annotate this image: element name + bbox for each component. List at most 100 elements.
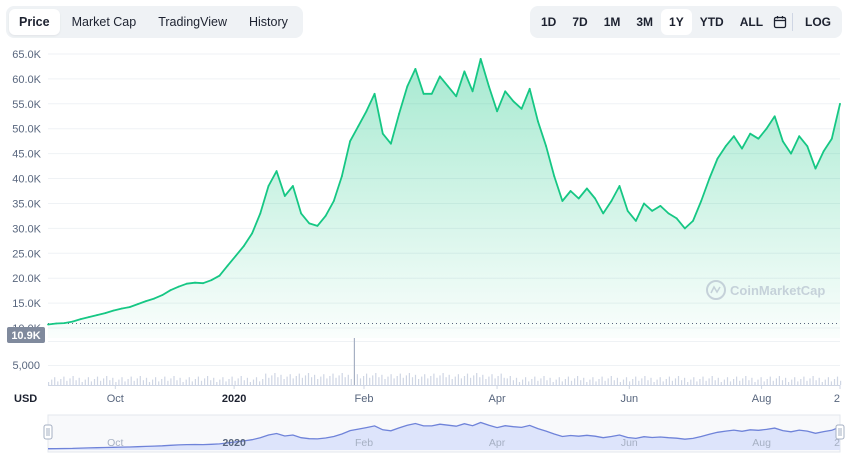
volume-bar xyxy=(191,381,193,385)
volume-bar xyxy=(473,375,475,385)
y-tick-label: 50.0K xyxy=(12,124,41,136)
volume-bar xyxy=(170,378,172,385)
volume-bar xyxy=(656,379,658,385)
tab-price[interactable]: Price xyxy=(9,9,60,35)
volume-bar xyxy=(705,380,707,385)
volume-bar xyxy=(197,376,199,385)
volume-bar xyxy=(396,376,398,385)
navigator-left-handle[interactable] xyxy=(43,424,53,440)
tab-tradingview[interactable]: TradingView xyxy=(158,15,227,29)
volume-bar xyxy=(515,377,518,385)
volume-bar xyxy=(604,380,606,385)
volume-bar xyxy=(736,376,738,385)
volume-bar xyxy=(164,376,166,385)
price-point xyxy=(504,90,507,93)
range-ytd-button[interactable]: YTD xyxy=(699,15,724,29)
volume-bar xyxy=(366,373,368,385)
price-point xyxy=(798,135,801,138)
volume-bar xyxy=(485,379,487,385)
volume-bar xyxy=(292,378,294,385)
price-point xyxy=(528,87,531,90)
volume-bar xyxy=(204,378,206,385)
x-tick-label: Oct xyxy=(107,393,124,405)
price-point xyxy=(773,115,776,118)
range-all-button[interactable]: ALL xyxy=(739,15,764,29)
price-point xyxy=(128,306,131,308)
range-1y-button[interactable]: 1Y xyxy=(661,9,692,35)
price-point xyxy=(553,175,556,178)
volume-bar xyxy=(329,376,331,385)
range-selector: 1D 7D 1M 3M 1Y YTD ALL LOG xyxy=(530,6,842,38)
calendar-icon[interactable] xyxy=(771,9,788,35)
volume-bar xyxy=(414,374,417,385)
volume-bar xyxy=(647,380,649,385)
y-tick-label: 35.0K xyxy=(12,198,41,210)
tab-market-cap[interactable]: Market Cap xyxy=(71,15,137,29)
volume-bar xyxy=(711,376,713,385)
price-point xyxy=(55,322,58,325)
volume-bar xyxy=(460,378,462,385)
range-navigator[interactable]: Oct 2020 Feb Apr Jun Aug 2 xyxy=(43,414,845,453)
price-point xyxy=(275,170,278,173)
price-point xyxy=(463,70,466,73)
volume-bar xyxy=(344,377,346,385)
volume-bar xyxy=(173,376,175,385)
volume-bar xyxy=(222,377,224,385)
price-point xyxy=(439,75,441,78)
price-point xyxy=(341,175,343,178)
navigator-tick-label: 2 xyxy=(834,437,840,449)
price-point xyxy=(153,297,156,300)
range-7d-button[interactable]: 7D xyxy=(572,15,588,29)
price-point xyxy=(104,312,107,314)
volume-bar xyxy=(439,375,441,385)
price-point xyxy=(667,212,670,215)
price-point xyxy=(308,222,311,225)
range-3m-button[interactable]: 3M xyxy=(636,15,654,29)
volume-bar xyxy=(726,377,729,385)
price-point xyxy=(96,314,98,316)
volume-bar xyxy=(607,378,609,385)
range-1d-button[interactable]: 1D xyxy=(541,15,557,29)
volume-bar xyxy=(748,380,750,385)
volume-bar xyxy=(369,377,371,385)
volume-bar xyxy=(785,377,787,385)
volume-bar xyxy=(234,380,236,385)
currency-label: USD xyxy=(14,393,37,405)
volume-bar xyxy=(766,379,768,385)
log-toggle-button[interactable]: LOG xyxy=(805,15,831,29)
volume-bar xyxy=(430,376,432,385)
x-tick-label: 2 xyxy=(834,393,840,405)
price-point xyxy=(381,132,384,135)
volume-bar xyxy=(271,375,273,385)
volume-bar xyxy=(613,380,615,385)
volume-bar xyxy=(757,379,759,385)
volume-bar xyxy=(574,378,576,385)
range-1m-button[interactable]: 1M xyxy=(603,15,621,29)
navigator-right-handle[interactable] xyxy=(835,424,845,440)
volume-bar xyxy=(564,379,566,385)
volume-bar xyxy=(372,375,374,385)
volume-bar xyxy=(448,374,450,385)
volume-bar xyxy=(246,377,248,385)
volume-bar xyxy=(763,381,765,385)
volume-bar xyxy=(243,380,245,385)
volume-bar xyxy=(833,379,836,385)
price-point xyxy=(161,294,164,296)
price-point xyxy=(741,147,743,150)
volume-bar xyxy=(500,373,502,385)
volume-bar xyxy=(809,378,811,385)
y-tick-label: 15.0K xyxy=(12,298,41,310)
volume-bar xyxy=(788,382,790,385)
price-point xyxy=(577,197,580,200)
volume-bar xyxy=(48,382,50,385)
volume-bar xyxy=(326,378,328,385)
price-area xyxy=(48,58,840,339)
volume-bar xyxy=(558,377,560,385)
volume-bar xyxy=(531,379,533,385)
volume-bar xyxy=(213,377,215,385)
volume-bar xyxy=(457,374,459,385)
price-point xyxy=(692,220,694,222)
volume-bar xyxy=(54,377,56,385)
price-point xyxy=(243,244,245,247)
tab-history[interactable]: History xyxy=(249,15,288,29)
